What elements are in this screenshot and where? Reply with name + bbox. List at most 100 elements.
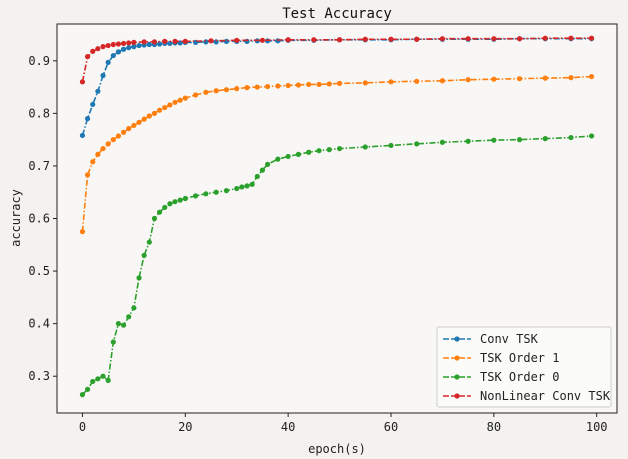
data-point (316, 81, 322, 88)
data-point (85, 172, 91, 178)
data-point (244, 85, 250, 91)
data-point (516, 137, 523, 143)
data-point (259, 167, 266, 173)
x-tick-label: 80 (487, 420, 501, 434)
data-point (126, 45, 132, 51)
x-tick-label: 20 (178, 420, 192, 434)
data-point (388, 36, 394, 42)
data-point (388, 142, 394, 149)
data-point (439, 139, 446, 145)
data-point (120, 46, 127, 52)
legend-label: Conv TSK (480, 332, 539, 346)
data-point (151, 39, 158, 45)
data-point (306, 149, 312, 155)
data-point (120, 40, 127, 47)
data-point (439, 36, 446, 42)
data-point (326, 147, 332, 153)
legend-label: TSK Order 1 (480, 351, 559, 365)
legend-swatch-marker (454, 393, 460, 399)
data-point (156, 209, 163, 215)
data-point (79, 132, 86, 139)
data-point (162, 104, 168, 111)
data-point (172, 38, 178, 44)
data-point (177, 197, 183, 203)
data-point (100, 373, 106, 379)
data-point (465, 138, 471, 144)
data-point (234, 86, 240, 92)
data-point (182, 95, 188, 101)
data-point (264, 83, 271, 90)
data-point (85, 386, 91, 392)
data-point (110, 52, 116, 59)
data-point (234, 37, 240, 43)
data-point (177, 97, 183, 103)
data-point (295, 151, 302, 157)
x-tick-label: 60 (384, 420, 398, 434)
data-point (110, 339, 116, 345)
data-point (120, 322, 127, 328)
data-point (285, 153, 291, 160)
y-tick-label: 0.6 (28, 212, 50, 226)
data-point (439, 78, 446, 84)
data-point (182, 195, 188, 202)
data-point (249, 181, 255, 187)
data-point (100, 72, 106, 79)
data-point (213, 88, 219, 94)
data-point (414, 141, 420, 147)
data-point (275, 38, 281, 44)
data-point (306, 81, 312, 88)
data-point (131, 44, 137, 50)
data-point (79, 229, 86, 235)
data-point (90, 101, 96, 108)
data-point (131, 122, 137, 129)
series-tsk-order-0 (79, 133, 595, 398)
data-point (167, 102, 173, 108)
legend-item: Conv TSK (443, 332, 539, 346)
y-tick-label: 0.5 (28, 264, 50, 278)
data-point (254, 173, 260, 180)
y-tick-label: 0.4 (28, 317, 50, 331)
data-point (588, 133, 595, 139)
data-point (223, 38, 230, 44)
data-point (588, 35, 595, 41)
legend-swatch-marker (454, 336, 460, 342)
data-point (182, 38, 188, 44)
data-point (146, 239, 152, 245)
y-tick-label: 0.8 (28, 106, 50, 120)
x-tick-label: 100 (586, 420, 608, 434)
data-point (239, 184, 245, 190)
data-point (223, 87, 230, 93)
data-point (79, 392, 86, 398)
data-point (85, 53, 91, 60)
data-point (95, 376, 101, 382)
data-point (167, 201, 173, 207)
series-layer (79, 35, 595, 398)
data-point (141, 116, 147, 122)
data-point (316, 148, 322, 154)
data-point (203, 39, 209, 45)
data-point (208, 38, 214, 44)
data-point (203, 89, 209, 95)
data-point (90, 48, 96, 54)
data-point (95, 88, 101, 94)
y-axis-ticks: 0.3 0.4 0.5 0.6 0.7 0.8 0.9 (28, 54, 57, 383)
data-point (105, 42, 111, 49)
data-point (326, 81, 332, 87)
data-point (151, 215, 158, 222)
data-point (516, 76, 523, 82)
data-point (115, 133, 122, 139)
y-tick-label: 0.3 (28, 369, 50, 383)
data-point (264, 161, 271, 167)
data-point (120, 129, 127, 135)
data-point (568, 75, 574, 81)
data-point (90, 159, 96, 165)
data-point (414, 78, 420, 84)
data-point (156, 107, 163, 113)
x-axis-ticks: 0 20 40 60 80 100 (79, 413, 608, 434)
data-point (79, 79, 86, 85)
data-point (136, 275, 142, 281)
chart-title: Test Accuracy (282, 6, 392, 22)
data-point (259, 37, 266, 43)
data-point (95, 46, 101, 52)
data-point (311, 37, 317, 43)
